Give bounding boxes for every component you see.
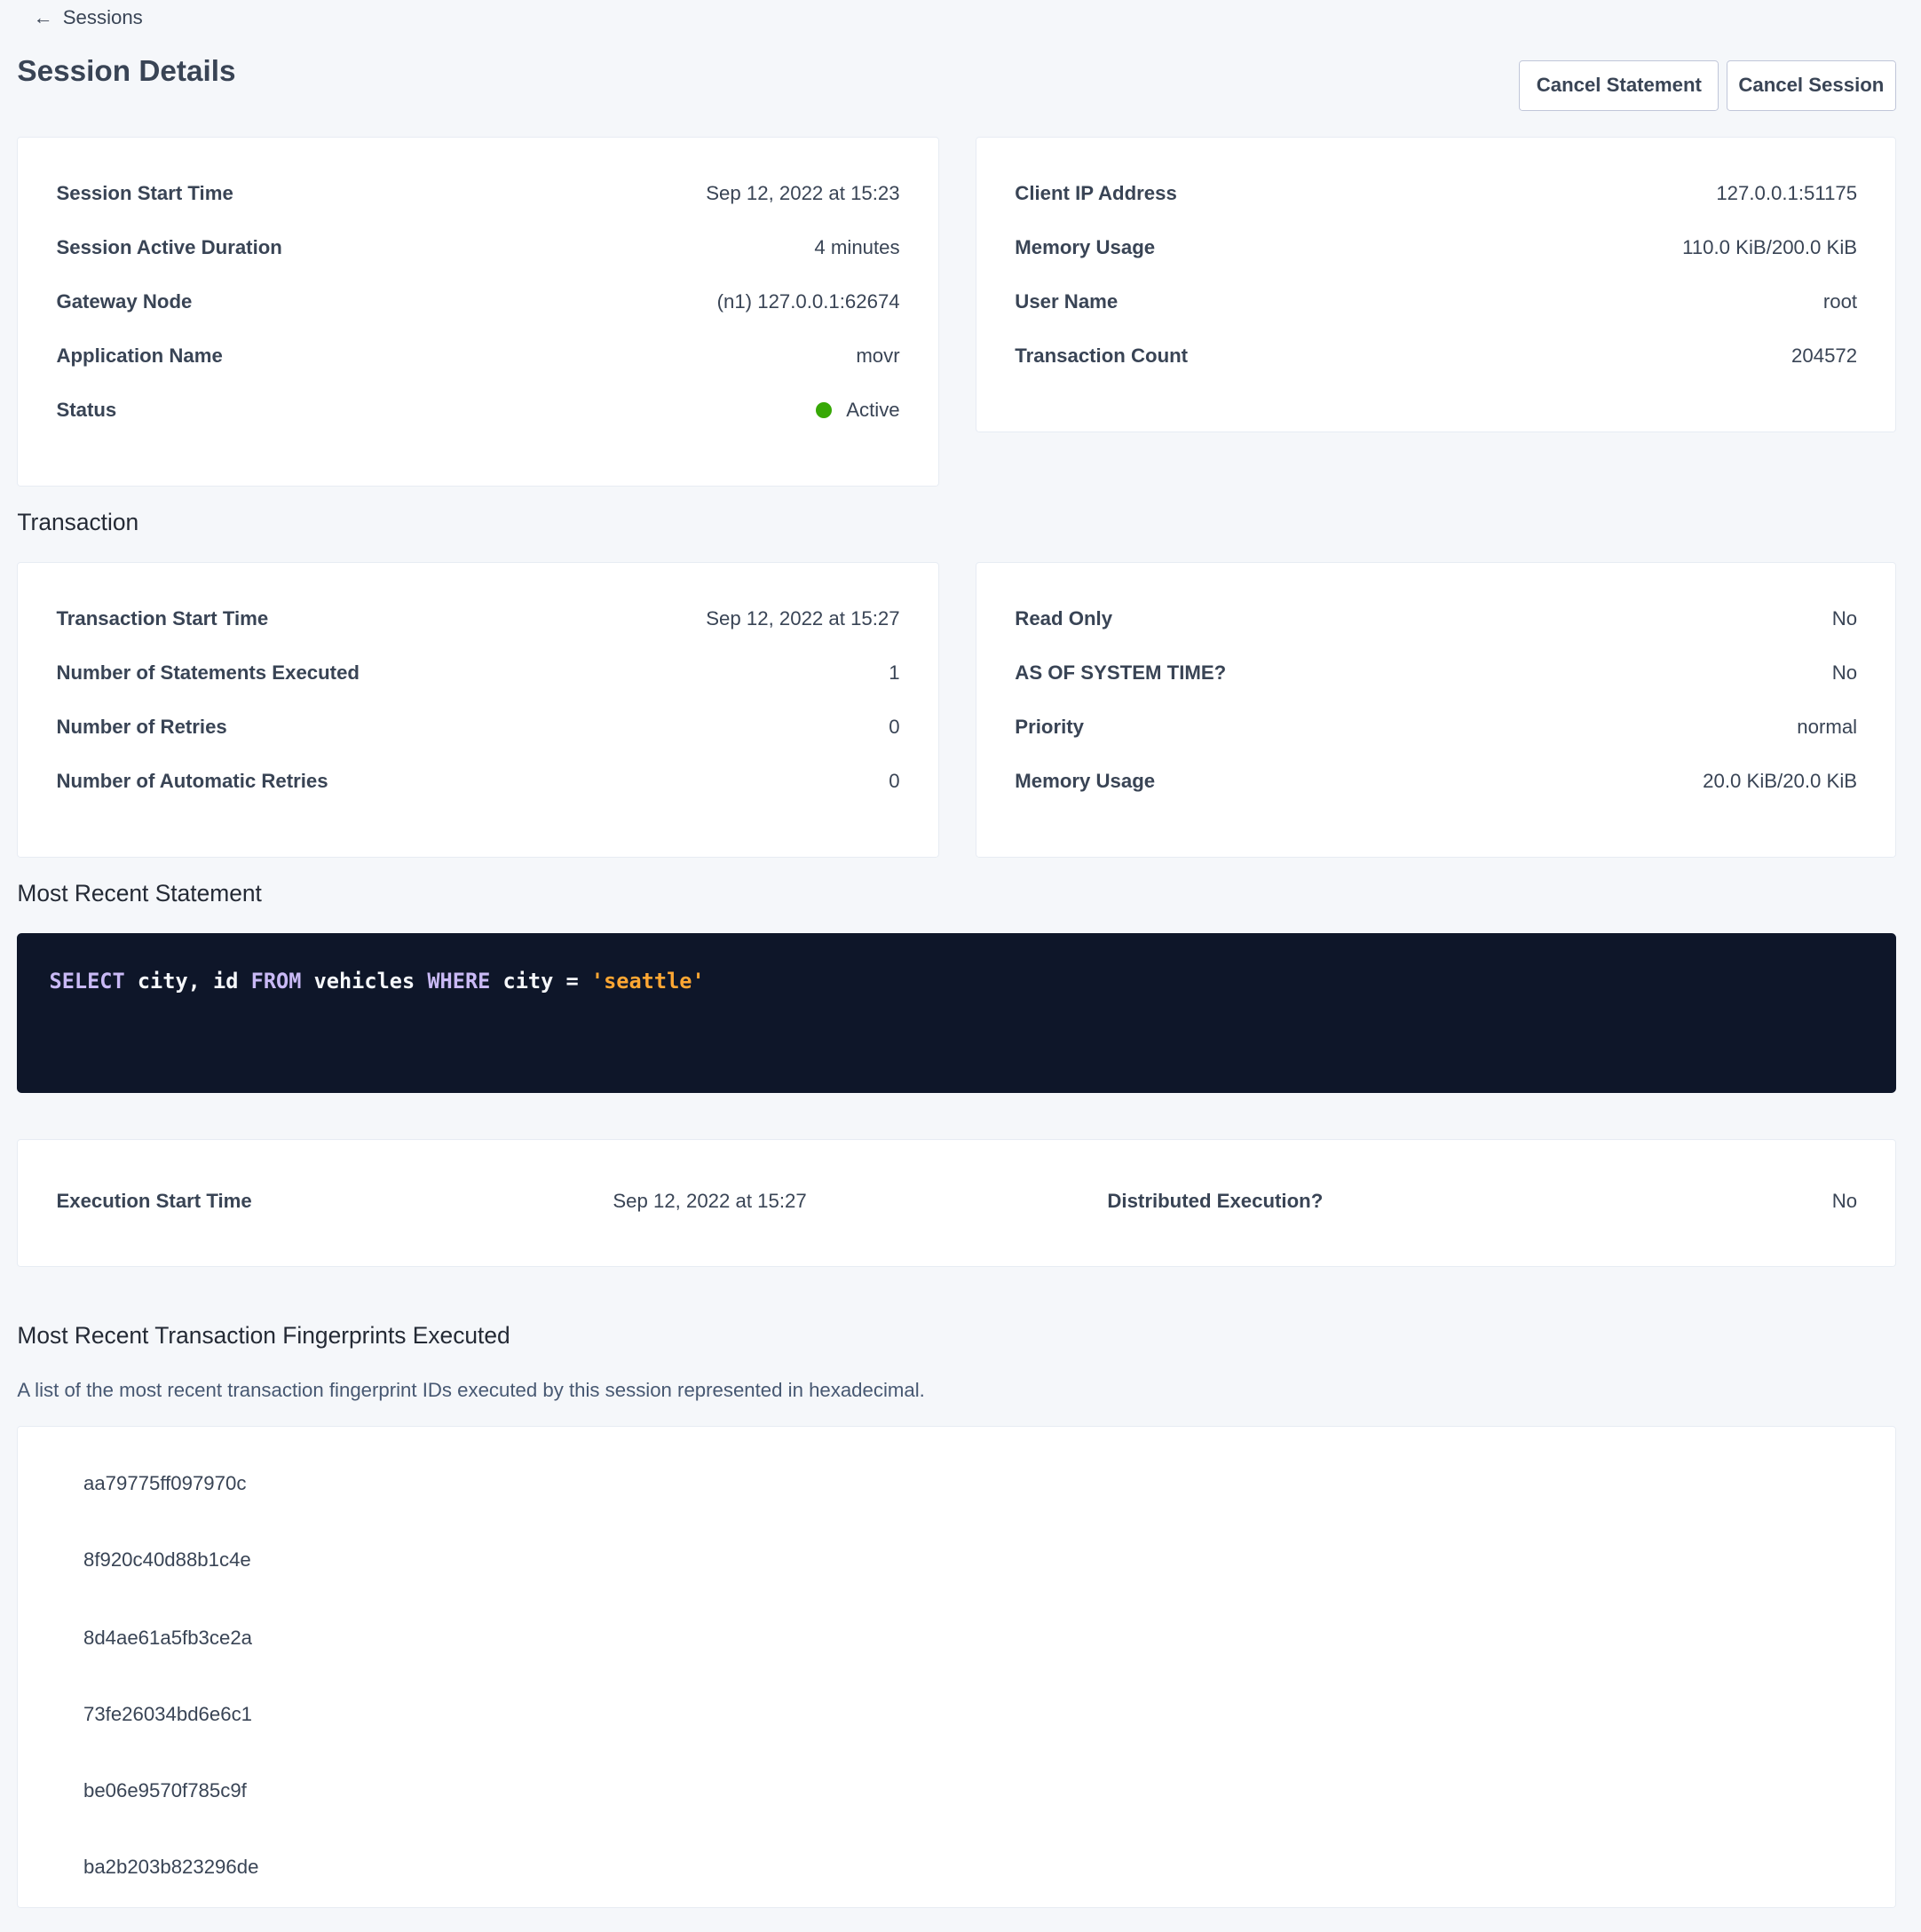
fingerprints-description: A list of the most recent transaction fi…: [17, 1379, 925, 1402]
label: Memory Usage: [1015, 770, 1156, 793]
transaction-heading: Transaction: [17, 509, 139, 536]
value: No: [1831, 1190, 1858, 1213]
cancel-statement-button[interactable]: Cancel Statement: [1519, 60, 1719, 111]
info-row: Number of Automatic Retries 0: [56, 770, 899, 793]
value: 127.0.0.1:51175: [1716, 182, 1858, 205]
gateway-node-row: Gateway Node (n1) 127.0.0.1:62674: [56, 290, 899, 313]
label: Session Active Duration: [56, 236, 282, 259]
value: 4 minutes: [814, 236, 900, 259]
sql-keyword: WHERE: [427, 968, 491, 994]
value: 1: [889, 661, 900, 684]
fingerprint-item: 8d4ae61a5fb3ce2a: [83, 1626, 252, 1649]
arrow-left-icon: ←: [33, 5, 53, 28]
label: Number of Statements Executed: [56, 661, 360, 684]
session-duration-row: Session Active Duration 4 minutes: [56, 236, 899, 259]
value: 110.0 KiB/200.0 KiB: [1682, 236, 1858, 259]
label: AS OF SYSTEM TIME?: [1015, 661, 1227, 684]
label: User Name: [1015, 290, 1119, 313]
transaction-count-row: Transaction Count 204572: [1015, 344, 1857, 368]
label: Transaction Count: [1015, 344, 1189, 368]
status-row: Status Active: [56, 399, 899, 422]
fingerprints-list: aa79775ff097970c 8f920c40d88b1c4e 8d4ae6…: [17, 1425, 1897, 1908]
value: root: [1822, 290, 1858, 313]
value: 0: [889, 770, 900, 793]
value: 20.0 KiB/20.0 KiB: [1703, 770, 1858, 793]
cancel-session-button[interactable]: Cancel Session: [1726, 60, 1897, 111]
distributed-execution-row: Distributed Execution? No: [1107, 1190, 1857, 1213]
value: normal: [1797, 716, 1858, 739]
value: Sep 12, 2022 at 15:27: [706, 606, 900, 629]
info-row: Transaction Start Time Sep 12, 2022 at 15…: [56, 607, 899, 630]
sql-keyword: SELECT: [49, 968, 125, 994]
client-ip-row: Client IP Address 127.0.0.1:51175: [1015, 182, 1857, 205]
value: Sep 12, 2022 at 15:23: [706, 182, 900, 205]
info-row: Number of Statements Executed 1: [56, 661, 899, 685]
gateway-node-link[interactable]: (n1) 127.0.0.1:62674: [716, 290, 900, 313]
info-row: AS OF SYSTEM TIME? No: [1015, 661, 1857, 685]
value: 0: [889, 716, 900, 739]
fingerprint-item: aa79775ff097970c: [83, 1472, 247, 1495]
label: Status: [56, 399, 117, 422]
fingerprint-item: ba2b203b823296de: [83, 1855, 259, 1878]
sql-text: city, id: [124, 968, 251, 994]
fingerprints-heading: Most Recent Transaction Fingerprints Exe…: [17, 1322, 510, 1350]
fingerprint-item: be06e9570f785c9f: [83, 1778, 247, 1801]
info-row: Priority normal: [1015, 716, 1857, 739]
execution-start-row: Execution Start Time Sep 12, 2022 at 15:2…: [56, 1190, 806, 1213]
page-title: Session Details: [17, 55, 236, 89]
execution-card: Execution Start Time Sep 12, 2022 at 15:2…: [17, 1138, 1897, 1267]
label: Transaction Start Time: [56, 606, 269, 629]
sql-keyword: FROM: [250, 968, 302, 994]
status-dot-icon: [815, 402, 832, 419]
transaction-card-right: Read Only No AS OF SYSTEM TIME? No Priorit…: [976, 561, 1897, 859]
memory-usage-row: Memory Usage 110.0 KiB/200.0 KiB: [1015, 236, 1857, 259]
sql-text: city =: [490, 968, 591, 994]
info-row: Memory Usage 20.0 KiB/20.0 KiB: [1015, 770, 1857, 793]
sql-string: 'seattle': [590, 968, 705, 994]
label: Priority: [1015, 716, 1084, 739]
value: No: [1831, 606, 1858, 629]
label: Application Name: [56, 344, 223, 368]
label: Gateway Node: [56, 290, 193, 313]
label: Client IP Address: [1015, 182, 1177, 205]
sql-text: vehicles: [301, 968, 428, 994]
value: movr: [856, 344, 900, 368]
transaction-card-left: Transaction Start Time Sep 12, 2022 at 15…: [17, 561, 939, 859]
back-label: Sessions: [62, 5, 143, 28]
fingerprint-item: 73fe26034bd6e6c1: [83, 1702, 252, 1725]
value: No: [1831, 661, 1858, 684]
label: Session Start Time: [56, 182, 233, 205]
application-name-row: Application Name movr: [56, 344, 899, 368]
label: Read Only: [1015, 606, 1113, 629]
session-start-row: Session Start Time Sep 12, 2022 at 15:23: [56, 182, 899, 205]
label: Execution Start Time: [56, 1190, 252, 1213]
user-name-row: User Name root: [1015, 290, 1857, 313]
fingerprint-item: 8f920c40d88b1c4e: [83, 1548, 251, 1572]
back-to-sessions-link[interactable]: ← Sessions: [33, 6, 142, 29]
client-info-card: Client IP Address 127.0.0.1:51175 Memory …: [976, 137, 1897, 433]
sql-code-block: SELECT city, id FROM vehicles WHERE city…: [17, 932, 1897, 1094]
statement-heading: Most Recent Statement: [17, 880, 262, 907]
status-badge: Active: [846, 399, 900, 422]
label: Number of Automatic Retries: [56, 770, 328, 793]
label: Memory Usage: [1015, 236, 1156, 259]
label: Distributed Execution?: [1107, 1190, 1324, 1213]
session-info-card: Session Start Time Sep 12, 2022 at 15:23 …: [17, 137, 939, 487]
info-row: Number of Retries 0: [56, 716, 899, 739]
value: 204572: [1791, 344, 1858, 368]
label: Number of Retries: [56, 716, 227, 739]
value: Sep 12, 2022 at 15:27: [613, 1190, 807, 1213]
info-row: Read Only No: [1015, 607, 1857, 630]
